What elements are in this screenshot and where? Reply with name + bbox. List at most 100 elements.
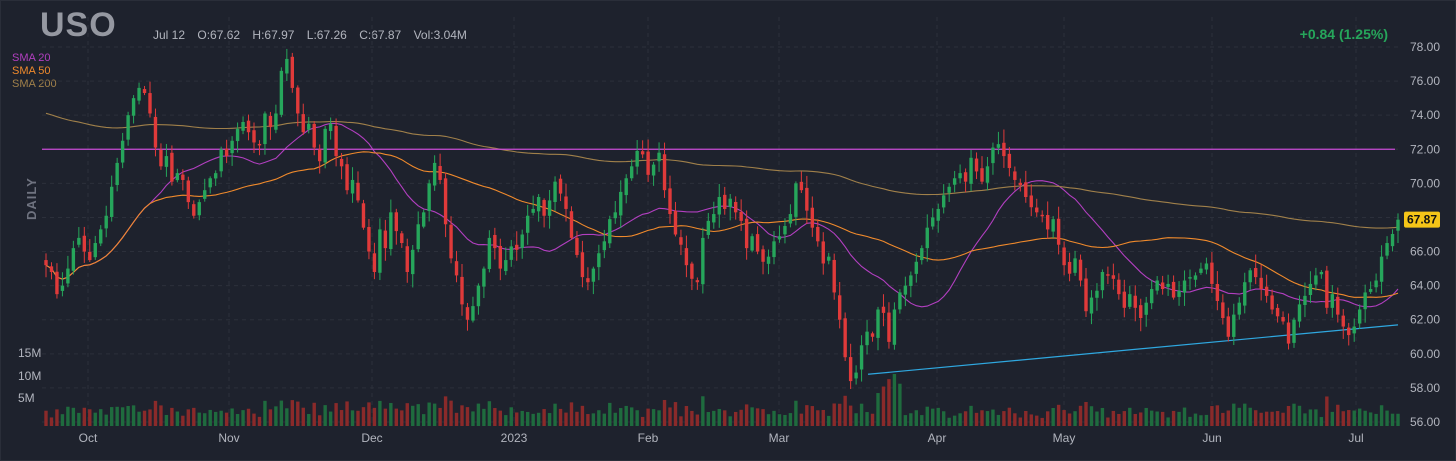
volume-bar — [120, 407, 125, 426]
volume-bar — [1347, 410, 1351, 426]
volume-bar — [876, 393, 880, 426]
volume-bar — [991, 409, 995, 426]
x-tick-label: Jul — [1348, 431, 1363, 445]
candle-body — [947, 186, 951, 193]
candle-body — [137, 87, 141, 101]
volume-bar — [372, 407, 377, 426]
volume-bar — [805, 405, 809, 426]
candle-body — [416, 224, 420, 250]
candle-body — [1264, 286, 1269, 296]
volume-bar — [1314, 409, 1318, 426]
open-value: O:67.62 — [197, 28, 241, 42]
volume-bar — [854, 413, 858, 426]
volume-bar — [706, 412, 711, 426]
volume-bar — [1188, 416, 1192, 426]
candle-body — [690, 263, 694, 279]
volume-bar — [235, 414, 240, 426]
candle-body — [296, 87, 300, 114]
candle-body — [1390, 233, 1395, 247]
candle-body — [996, 144, 1001, 148]
volume-bar — [684, 406, 689, 426]
volume-bar — [679, 416, 683, 426]
volume-bar — [186, 409, 191, 426]
candle-body — [1095, 290, 1099, 298]
candle-body — [224, 148, 229, 157]
candle-body — [575, 237, 579, 255]
candle-body — [1352, 326, 1356, 334]
volume-bar — [733, 411, 738, 426]
candle-body — [974, 158, 979, 172]
candle-body — [432, 162, 437, 186]
volume-bar — [1007, 407, 1012, 426]
volume-bar — [1264, 411, 1269, 426]
candle-body — [498, 245, 503, 269]
candle-body — [695, 280, 700, 283]
candle-body — [843, 318, 847, 358]
volume-bar — [1199, 415, 1203, 426]
volume-bar — [1078, 405, 1083, 426]
bar-date: Jul 12 — [153, 28, 186, 42]
candle-body — [553, 181, 557, 203]
candle-body — [1002, 142, 1006, 157]
candle-body — [1106, 274, 1110, 276]
candle-body — [619, 191, 623, 216]
candle-body — [788, 214, 793, 224]
volume-bar — [148, 409, 152, 426]
volume-bar — [1281, 412, 1285, 426]
candle-body — [350, 179, 355, 194]
candle-body — [525, 215, 530, 233]
candle-body — [1396, 219, 1400, 231]
candle-body — [1062, 247, 1066, 266]
candle-body — [597, 253, 601, 268]
volume-bar — [493, 408, 497, 426]
candle-body — [1139, 305, 1143, 319]
candle-body — [865, 331, 869, 346]
y-tick-label: 58.00 — [1410, 381, 1440, 395]
candle-body — [810, 207, 815, 228]
volume-bar — [230, 408, 234, 426]
volume-bar — [142, 410, 147, 426]
volume-bar — [996, 414, 1001, 426]
volume-bar — [476, 403, 481, 426]
candle-body — [323, 128, 327, 163]
candle-body — [602, 241, 607, 251]
volume-bar — [629, 407, 634, 426]
candle-body — [668, 188, 672, 215]
candle-body — [903, 285, 908, 295]
volume-bar — [405, 403, 409, 426]
volume-bar — [394, 408, 399, 426]
volume-bar — [914, 410, 919, 426]
y-tick-label: 70.00 — [1410, 176, 1440, 190]
volume-bar — [668, 407, 672, 426]
ohlc-readout: Jul 12 O:67.62 H:67.97 L:67.26 C:67.87 V… — [153, 28, 476, 42]
candle-body — [925, 227, 929, 249]
candle-body — [1111, 275, 1116, 279]
candle-body — [181, 174, 185, 180]
volume-bar — [170, 407, 174, 426]
legend-sma20[interactable]: SMA 20 — [12, 52, 51, 64]
y-tick-label: 76.00 — [1410, 74, 1440, 88]
legend-sma50[interactable]: SMA 50 — [12, 65, 51, 77]
candle-body — [920, 248, 924, 261]
volume-bar — [115, 406, 119, 426]
volume-bar — [219, 410, 223, 426]
volume-bar — [761, 409, 765, 426]
candle-body — [1078, 259, 1083, 281]
candle-body — [109, 186, 114, 217]
volume-bar — [1210, 406, 1214, 426]
volume-bar — [936, 407, 940, 426]
volume-bar — [515, 412, 519, 426]
volume-bar — [471, 411, 475, 426]
candle-body — [1177, 290, 1181, 297]
volume-bar — [624, 405, 628, 426]
candle-body — [317, 149, 322, 162]
volume-bar — [1215, 405, 1220, 426]
candle-body — [980, 168, 984, 182]
candle-body — [290, 56, 295, 88]
candle-body — [405, 246, 409, 272]
volume-bar — [821, 409, 825, 426]
candle-body — [744, 218, 749, 249]
candle-body — [591, 268, 596, 282]
x-tick-label: Nov — [218, 431, 239, 445]
